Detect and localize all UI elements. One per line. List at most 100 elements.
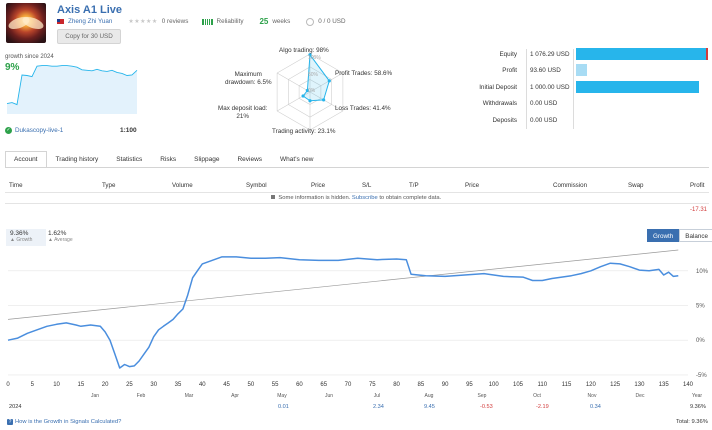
x-tick-label: 110: [537, 382, 547, 388]
year-label: 2024: [9, 404, 22, 410]
month-aug-value: 9.45: [424, 404, 435, 410]
table-row-line: [5, 203, 709, 204]
trend-line: [7, 249, 679, 320]
radar-label-deposit-line1: Max deposit load:: [218, 105, 268, 112]
radar-axis: [276, 72, 311, 93]
hidden-note-text-end: to obtain complete data.: [379, 195, 442, 201]
tab-underline: [5, 167, 709, 168]
total-profit-value: -17.31: [690, 207, 708, 213]
x-tick-label: 130: [634, 382, 645, 388]
how-calculated-link[interactable]: ? How is the Growth in Signals Calculated…: [7, 419, 121, 425]
reliability-label: Reliability: [216, 18, 244, 25]
stat-label: Equity: [499, 51, 517, 58]
month-label: Apr: [231, 393, 239, 399]
reviews-link[interactable]: 0 reviews: [161, 18, 189, 25]
broker-account-label: Dukascopy-live-1: [15, 127, 64, 134]
hidden-note-text: Some information is hidden.: [278, 195, 351, 201]
month-label: Mar: [185, 393, 194, 399]
growth-chart: 10% 5% 0% -5% 0 5 10 15 20 25 30 35 40 45 50 55 60 65 70 75…: [6, 249, 709, 399]
radar-label-activity: Trading activity: 23.1%: [272, 128, 336, 135]
balance-toggle-button[interactable]: Balance: [679, 229, 712, 242]
stat-value: 1 076.29 USD: [530, 51, 570, 58]
stats-bar-divider: [573, 49, 574, 129]
stat-value: 0.00 USD: [530, 100, 558, 107]
average-stat[interactable]: 1.62% ▲ Average: [46, 229, 86, 246]
col-volume[interactable]: Volume: [172, 182, 193, 189]
month-label: May: [277, 393, 287, 399]
lock-icon: [270, 195, 275, 199]
month-label: Dec: [636, 393, 645, 399]
col-swap[interactable]: Swap: [628, 182, 644, 189]
col-price-close[interactable]: Price: [465, 182, 480, 189]
y-tick-label: 5%: [696, 304, 705, 310]
month-nov-value: 0.34: [590, 404, 601, 410]
stat-value: 93.60 USD: [530, 67, 561, 74]
col-time[interactable]: Time: [9, 182, 23, 189]
tab-reviews[interactable]: Reviews: [237, 156, 263, 163]
copy-button[interactable]: Copy for 30 USD: [57, 29, 121, 44]
x-tick-label: 40: [199, 382, 206, 388]
col-price-open[interactable]: Price: [311, 182, 326, 189]
broker-account[interactable]: ✓ Dukascopy-live-1: [5, 127, 63, 134]
radar-value-dots: [301, 53, 331, 103]
stat-label: Initial Deposit: [479, 84, 517, 91]
x-tick-label: 80: [393, 382, 400, 388]
col-sl[interactable]: S/L: [362, 182, 372, 189]
x-tick-label: 25: [126, 382, 133, 388]
china-flag-icon: [57, 19, 64, 24]
month-label: Nov: [588, 393, 597, 399]
year-total-value: 9.36%: [690, 404, 706, 410]
col-symbol[interactable]: Symbol: [246, 182, 267, 189]
month-label: Jun: [325, 393, 333, 399]
y-tick-label: 0%: [696, 338, 705, 344]
weeks-label: weeks: [272, 18, 291, 25]
radar-label-profit: Profit Trades: 58.6%: [335, 70, 393, 77]
mini-growth-line: [6, 65, 138, 106]
month-label: Jul: [374, 393, 380, 399]
radar-label-drawdown: Maximum drawdown: 6.5%: [225, 71, 272, 87]
x-tick-label: 95: [466, 382, 473, 388]
x-tick-label: 0: [6, 382, 10, 388]
radar-ring-0: 0%: [308, 88, 316, 94]
author-link[interactable]: Zheng Zhi Yuan: [68, 18, 113, 25]
tab-account[interactable]: Account: [5, 151, 47, 168]
tab-trading-history[interactable]: Trading history: [55, 156, 99, 163]
radar-dot: [301, 94, 305, 98]
chart-mode-toggle: Growth Balance: [647, 229, 712, 242]
stat-value: 0.00 USD: [530, 117, 558, 124]
stat-label: Deposits: [492, 117, 518, 124]
radar-label-drawdown-line2: drawdown: 6.5%: [225, 79, 272, 86]
radar-label-algo: Algo trading: 98%: [279, 47, 329, 54]
radar-label-deposit-line2: 21%: [236, 113, 249, 120]
radar-ring-100: 100%: [308, 55, 321, 61]
col-type[interactable]: Type: [102, 182, 116, 189]
stat-bar: [576, 81, 699, 93]
leverage-value: 1:100: [120, 127, 137, 134]
col-commission[interactable]: Commission: [553, 182, 588, 189]
x-tick-label: 105: [513, 382, 524, 388]
x-tick-label: 65: [320, 382, 327, 388]
x-tick-label: 50: [248, 382, 255, 388]
stat-label: Profit: [502, 67, 517, 74]
col-profit[interactable]: Profit: [690, 182, 705, 189]
tab-whats-new[interactable]: What's new: [280, 156, 314, 163]
x-tick-label: 20: [102, 382, 109, 388]
tab-slippage[interactable]: Slippage: [194, 156, 220, 163]
stat-value: 1 000.00 USD: [530, 84, 570, 91]
mini-growth-area: [7, 65, 137, 114]
month-oct-value: -2.19: [536, 404, 549, 410]
reliability-bars-icon: [202, 18, 213, 25]
tab-risks[interactable]: Risks: [160, 156, 177, 163]
tab-statistics[interactable]: Statistics: [116, 156, 143, 163]
x-tick-label: 5: [31, 382, 35, 388]
growth-stat-label-text: Growth: [16, 237, 33, 243]
growth-stat[interactable]: 9.36% ▲ Growth: [6, 229, 46, 246]
hidden-info-note: Some information is hidden. Subscribe to…: [0, 195, 712, 201]
total-growth: Total: 9.36%: [676, 419, 708, 425]
subscribe-link[interactable]: Subscribe: [351, 195, 378, 201]
month-sep-value: -0.53: [480, 404, 493, 410]
growth-toggle-button[interactable]: Growth: [647, 229, 680, 242]
month-label: Jan: [91, 393, 99, 399]
month-label: Aug: [425, 393, 434, 399]
col-tp[interactable]: T/P: [409, 182, 419, 189]
